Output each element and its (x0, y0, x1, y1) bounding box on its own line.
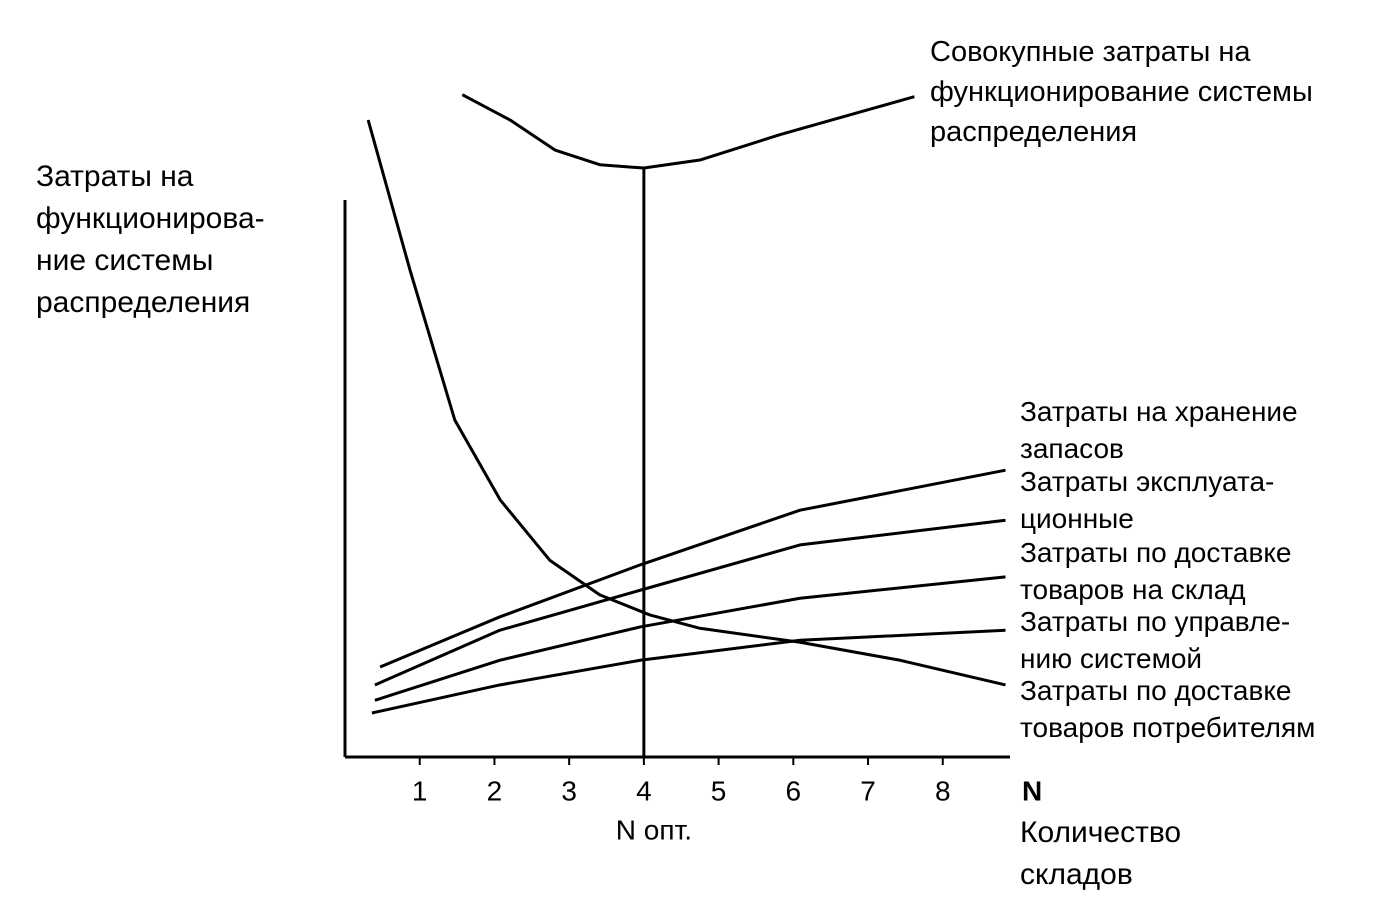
series-line (379, 468, 1006, 669)
y-axis-label: Затраты на функционирова- ние системы ра… (36, 160, 265, 319)
x-tick-label: 2 (487, 775, 503, 806)
series-line (374, 575, 1006, 702)
series-label: Затраты по доставке товаров на склад (1020, 537, 1292, 605)
x-axis-sublabel: Количество складов (1020, 816, 1182, 891)
x-tick-label: 5 (711, 775, 727, 806)
series-label: Затраты эксплуата- ционные (1020, 466, 1275, 534)
x-tick-label: 4 (636, 775, 652, 806)
series-label: Затраты по управле- нию системой (1020, 606, 1291, 674)
series-label: Затраты на хранение запасов (1020, 396, 1298, 464)
series-line (374, 518, 1006, 687)
x-axis-label: N (1022, 775, 1042, 806)
series-label: Затраты по доставке товаров потребителям (1020, 675, 1316, 743)
x-tick-label: 3 (561, 775, 577, 806)
series-line (461, 93, 915, 170)
optimum-label: N опт. (616, 814, 692, 845)
x-tick-label: 8 (935, 775, 951, 806)
x-tick-label: 7 (860, 775, 876, 806)
x-tick-label: 1 (412, 775, 428, 806)
series-label: Совокупные затраты на функционирование с… (930, 36, 1313, 148)
x-tick-label: 6 (786, 775, 802, 806)
series-line (371, 628, 1006, 715)
series-line (366, 119, 1006, 687)
